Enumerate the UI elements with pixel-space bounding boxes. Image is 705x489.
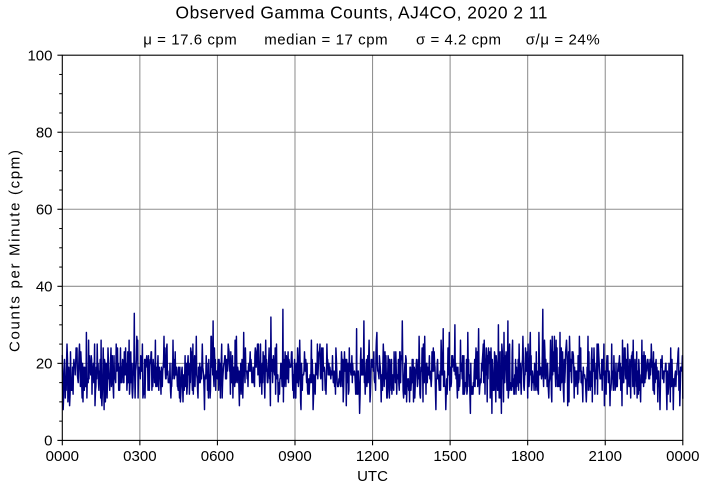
svg-text:1200: 1200: [356, 448, 389, 465]
svg-text:σ/μ = 24%: σ/μ = 24%: [526, 32, 600, 49]
svg-text:median = 17 cpm: median = 17 cpm: [264, 32, 387, 49]
svg-text:1500: 1500: [433, 448, 466, 465]
svg-text:2100: 2100: [589, 448, 622, 465]
svg-text:0900: 0900: [278, 448, 311, 465]
svg-text:0: 0: [44, 433, 52, 450]
svg-text:UTC: UTC: [357, 468, 388, 485]
svg-text:Counts per Minute (cpm): Counts per Minute (cpm): [7, 150, 24, 352]
svg-text:0000: 0000: [46, 448, 79, 465]
svg-text:60: 60: [36, 202, 53, 219]
svg-text:80: 80: [36, 125, 53, 142]
svg-text:0000: 0000: [666, 448, 699, 465]
svg-text:σ = 4.2 cpm: σ = 4.2 cpm: [416, 32, 501, 49]
svg-text:20: 20: [36, 356, 53, 373]
svg-text:Observed Gamma Counts, AJ4CO,: Observed Gamma Counts, AJ4CO, 2020 2 11: [176, 3, 548, 23]
svg-text:μ = 17.6 cpm: μ = 17.6 cpm: [143, 32, 237, 49]
svg-text:40: 40: [36, 279, 53, 296]
svg-text:1800: 1800: [511, 448, 544, 465]
svg-text:0300: 0300: [123, 448, 156, 465]
svg-text:100: 100: [27, 48, 52, 65]
svg-text:0600: 0600: [201, 448, 234, 465]
